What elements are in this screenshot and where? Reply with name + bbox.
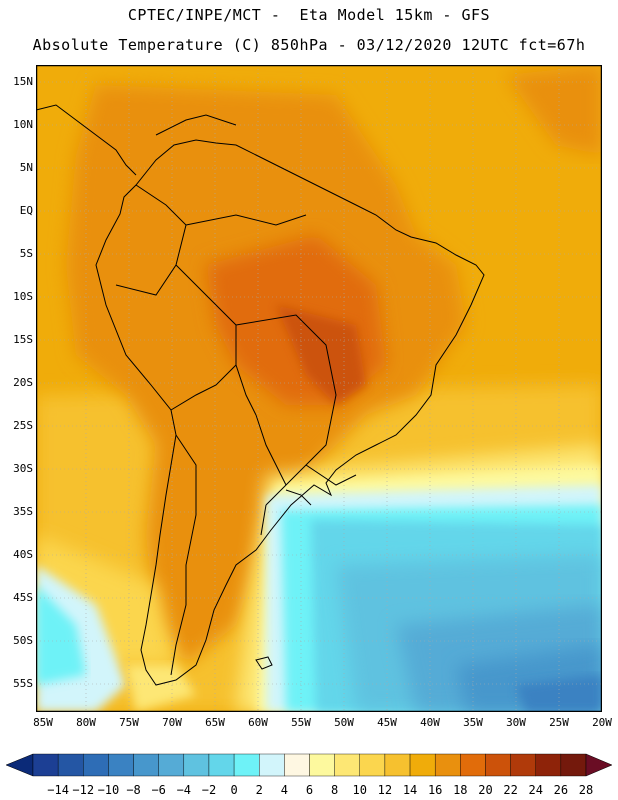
longitude-label: 50W <box>334 716 354 729</box>
colorbar-label: −2 <box>202 783 216 797</box>
temperature-colorbar: −14 −12 −10 −8 −6 −4 −2 0 2 4 6 8 10 12 14 16 18 20 22 24 26… <box>5 753 613 797</box>
colorbar-swatch <box>334 753 360 777</box>
longitude-label: 70W <box>162 716 182 729</box>
colorbar-swatch <box>83 753 109 777</box>
map-title-line1: CPTEC/INPE/MCT - Eta Model 15km - GFS <box>127 6 491 24</box>
colorbar-swatch <box>57 753 84 777</box>
temperature-map <box>36 65 602 712</box>
colorbar-swatch <box>259 753 285 777</box>
colorbar-swatch <box>485 753 511 777</box>
longitude-label: 60W <box>248 716 268 729</box>
colorbar-swatch <box>359 753 386 777</box>
colorbar-swatch <box>158 753 185 777</box>
latitude-label: 20S <box>13 376 33 389</box>
colorbar-label: 10 <box>353 783 367 797</box>
longitude-label: 65W <box>205 716 225 729</box>
colorbar-label: −6 <box>151 783 165 797</box>
colorbar-swatch <box>460 753 486 777</box>
latitude-label: 5S <box>19 247 33 260</box>
longitude-label: 75W <box>119 716 139 729</box>
colorbar-label: 16 <box>428 783 442 797</box>
colorbar-label: −12 <box>72 783 94 797</box>
colorbar-swatch <box>32 753 59 777</box>
colorbar-high-arrow <box>585 753 613 777</box>
longitude-label: 85W <box>33 716 53 729</box>
longitude-label: 45W <box>377 716 397 729</box>
longitude-label: 25W <box>549 716 569 729</box>
latitude-label: 5N <box>19 161 33 174</box>
colorbar-swatch <box>233 753 260 777</box>
latitude-label: 10N <box>13 118 33 131</box>
colorbar-swatch <box>510 753 536 777</box>
colorbar-label: 0 <box>230 783 237 797</box>
latitude-label: EQ <box>19 204 33 217</box>
colorbar-label: 20 <box>478 783 492 797</box>
colorbar-label: 26 <box>554 783 568 797</box>
colorbar-label: −14 <box>47 783 69 797</box>
colorbar-label: 24 <box>529 783 543 797</box>
colorbar-swatch <box>384 753 411 777</box>
longitude-label: 40W <box>420 716 440 729</box>
colorbar-swatch <box>208 753 235 777</box>
map-title-line2: Absolute Temperature (C) 850hPa - 03/12/… <box>32 36 586 54</box>
colorbar-label: 6 <box>306 783 313 797</box>
colorbar-label: −10 <box>98 783 120 797</box>
colorbar-label: 22 <box>503 783 517 797</box>
colorbar-swatch <box>560 753 587 777</box>
longitude-label: 30W <box>506 716 526 729</box>
latitude-label: 25S <box>13 419 33 432</box>
colorbar-label: −4 <box>177 783 191 797</box>
colorbar-label: 8 <box>331 783 338 797</box>
colorbar-label: 12 <box>378 783 392 797</box>
colorbar-swatch <box>535 753 562 777</box>
latitude-label: 30S <box>13 462 33 475</box>
colorbar-swatch <box>133 753 159 777</box>
colorbar-label: 2 <box>256 783 263 797</box>
longitude-label: 20W <box>592 716 612 729</box>
latitude-label: 45S <box>13 591 33 604</box>
colorbar-swatch <box>284 753 310 777</box>
coastlines-and-borders <box>36 104 485 686</box>
latitude-label: 50S <box>13 634 33 647</box>
colorbar-label: 18 <box>453 783 467 797</box>
latitude-label: 15N <box>13 75 33 88</box>
colorbar-swatch <box>409 753 436 777</box>
colorbar-label: 14 <box>403 783 417 797</box>
colorbar-swatch <box>183 753 210 777</box>
latitude-label: 10S <box>13 290 33 303</box>
colorbar-swatch <box>309 753 335 777</box>
longitude-label: 55W <box>291 716 311 729</box>
latitude-label: 35S <box>13 505 33 518</box>
colorbar-swatch <box>434 753 461 777</box>
longitude-label: 80W <box>76 716 96 729</box>
temperature-field <box>36 65 602 712</box>
colorbar-swatch <box>108 753 134 777</box>
colorbar-label: 4 <box>281 783 288 797</box>
colorbar-label: −8 <box>126 783 140 797</box>
colorbar-low-arrow <box>5 753 34 777</box>
colorbar-label: 28 <box>579 783 593 797</box>
longitude-label: 35W <box>463 716 483 729</box>
latitude-label: 55S <box>13 677 33 690</box>
latitude-label: 40S <box>13 548 33 561</box>
latitude-label: 15S <box>13 333 33 346</box>
